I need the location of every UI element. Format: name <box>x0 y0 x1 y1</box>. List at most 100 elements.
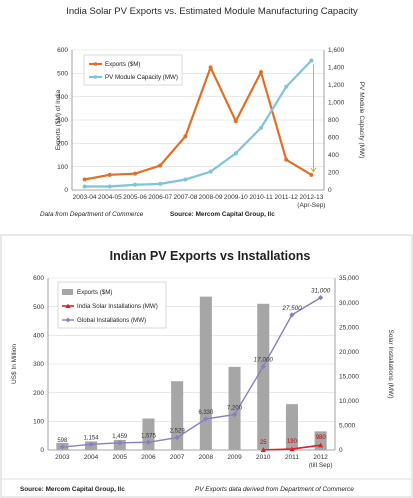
global-install-point <box>318 295 324 301</box>
series-line-1 <box>84 59 313 188</box>
x-tick-label: 2006-07 <box>148 194 172 201</box>
y2-tick-label: 30,000 <box>339 300 359 307</box>
series-0-point <box>208 65 213 70</box>
x-extra-label: (till Sep) <box>309 462 333 469</box>
global-install-label: 1,459 <box>112 434 128 440</box>
series-0-point <box>259 70 263 75</box>
x-tick-label: 2009-10 <box>224 194 248 201</box>
legend-marker <box>93 62 98 66</box>
chart-title: Indian PV Exports vs Installations <box>110 249 311 263</box>
series-1-point <box>284 84 289 89</box>
x-tick-label: 2007-08 <box>173 194 197 201</box>
exports-vs-capacity-svg: India Solar PV Exports vs. Estimated Mod… <box>40 6 365 218</box>
legend-label: PV Module Capacity (MW) <box>105 74 178 81</box>
y2-axis-label: PV Module Capacity (MW) <box>358 82 365 159</box>
series-0-point <box>309 172 314 177</box>
x-tick-label: 2008 <box>199 454 214 461</box>
y-tick-label: 0 <box>40 447 44 454</box>
y2-tick-label: 0 <box>339 447 343 454</box>
series-1-point <box>309 58 314 63</box>
y2-tick-label: 1,400 <box>328 65 345 72</box>
x-extra-label: (Apr-Sep) <box>297 202 325 209</box>
y-tick-label: 300 <box>57 117 68 124</box>
global-install-point <box>260 363 266 370</box>
y-tick-label: 0 <box>64 187 68 194</box>
global-install-label: 6,330 <box>198 410 214 416</box>
global-install-point <box>145 439 152 445</box>
legend-box <box>57 281 167 329</box>
legend-label: Global Installations (MW) <box>77 317 146 324</box>
x-tick-label: 2004 <box>84 454 99 461</box>
y-tick-label: 600 <box>33 275 44 282</box>
footnote-left: Data from Department of Commerce <box>40 211 144 218</box>
y2-tick-label: 35,000 <box>339 275 359 282</box>
legend-label: Exports ($M) <box>105 61 140 68</box>
footnote-right: PV Exports data derived from Department … <box>195 486 354 493</box>
export-bar <box>199 296 212 450</box>
x-tick-label: 2006 <box>141 454 156 461</box>
y-tick-label: 400 <box>33 333 44 340</box>
x-tick-label: 2012 <box>313 454 328 461</box>
legend-marker <box>65 303 71 308</box>
y2-axis-label: Solar Installations (MW) <box>387 330 394 399</box>
chart-title: India Solar PV Exports vs. Estimated Mod… <box>66 6 358 17</box>
x-tick-label: 2003-04 <box>73 194 97 201</box>
y-axis-label: US$ In Million <box>11 344 18 384</box>
x-tick-label: 2010-11 <box>249 194 273 201</box>
series-line-2 <box>62 297 322 448</box>
india-install-point <box>318 442 324 448</box>
series-0-point <box>82 177 87 182</box>
series-line-0 <box>84 64 312 181</box>
footnote-right: Source: Mercom Capital Group, llc <box>170 211 275 218</box>
global-install-label: 27,500 <box>281 305 302 312</box>
global-install-point <box>203 416 209 422</box>
x-tick-label: 2003 <box>55 454 70 461</box>
global-install-label: 2,529 <box>170 429 186 435</box>
legend-label: India Solar Installations (MW) <box>77 303 158 310</box>
series-0-point <box>233 119 238 124</box>
y-tick-label: 500 <box>33 304 44 311</box>
export-bar <box>257 303 270 450</box>
y-tick-label: 600 <box>57 47 68 54</box>
series-1-point <box>183 177 188 182</box>
footnote-left: Source: Mercom Capital Group, llc <box>20 486 125 493</box>
x-tick-label: 2012-13 <box>299 194 323 201</box>
x-tick-label: 2005 <box>113 454 128 461</box>
global-install-label: 7,200 <box>227 406 243 412</box>
series-0-point <box>133 171 137 176</box>
india-install-label: 25 <box>260 440 267 446</box>
exports-vs-installations-svg: Indian PV Exports vs Installations 0 100 2… <box>0 234 413 498</box>
y2-tick-label: 0 <box>328 187 332 194</box>
global-install-label: 17,000 <box>254 356 274 363</box>
global-install-point <box>231 412 238 418</box>
y-tick-label: 100 <box>57 164 68 171</box>
gap-arrow-head <box>310 167 317 173</box>
exports-vs-capacity-chart: India Solar PV Exports vs. Estimated Mod… <box>0 0 413 222</box>
y2-tick-label: 1,000 <box>328 100 345 107</box>
y-tick-label: 100 <box>33 419 44 426</box>
global-install-label: 1,575 <box>141 433 157 439</box>
exports-vs-installations-chart: Indian PV Exports vs Installations 0 100 2… <box>0 234 413 498</box>
x-tick-label: 2011-12 <box>275 194 299 201</box>
legend-box <box>83 54 183 86</box>
export-bar <box>285 404 298 450</box>
series-1-point <box>208 169 213 174</box>
series-0-point <box>158 163 163 168</box>
global-install-label: 1,154 <box>84 435 100 441</box>
series-1-point <box>158 181 163 186</box>
y2-tick-label: 1,200 <box>328 82 345 89</box>
legend-label: Exports ($M) <box>77 289 112 296</box>
x-tick-label: 2011 <box>285 454 299 461</box>
y-tick-label: 400 <box>57 94 68 101</box>
series-1-point <box>107 184 112 189</box>
series-1-point <box>233 151 238 156</box>
series-1-point <box>133 182 137 187</box>
y-tick-label: 300 <box>33 361 44 368</box>
global-install-point <box>174 434 180 441</box>
series-1-point <box>82 184 87 189</box>
legend-marker <box>93 75 98 79</box>
series-0-point <box>107 172 112 177</box>
global-install-point <box>88 441 94 447</box>
x-tick-label: 2004-05 <box>98 194 122 201</box>
y2-tick-label: 5,000 <box>339 423 356 430</box>
